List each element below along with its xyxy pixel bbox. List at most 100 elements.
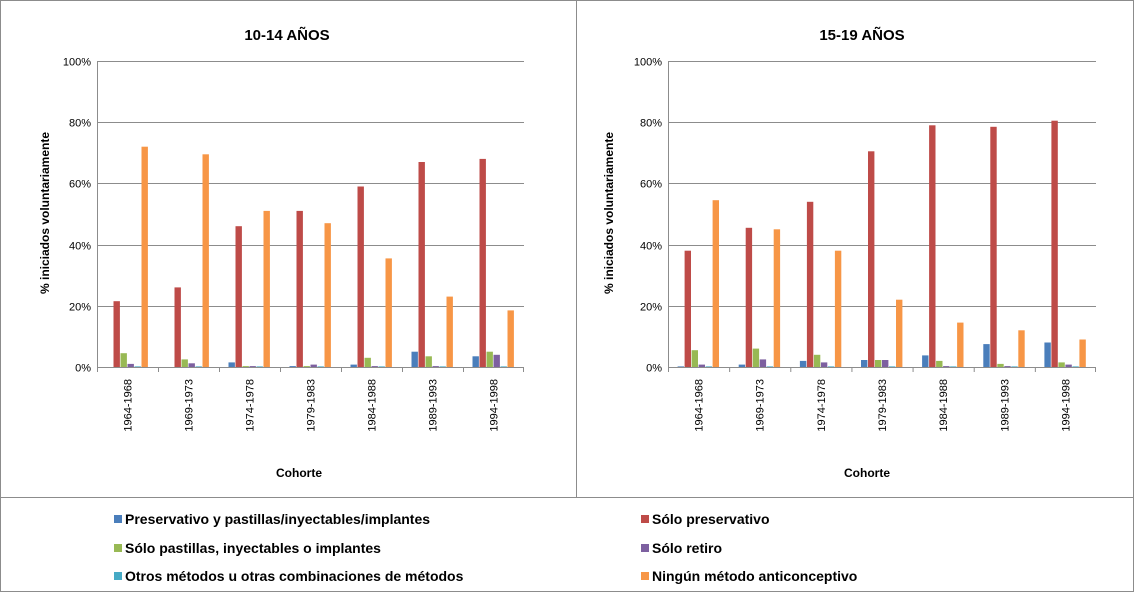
bar-s-lo-preservativo-1979-1983 [296, 210, 303, 367]
legend-swatch [641, 515, 649, 523]
bar-s-lo-pastillas-inyectables-o-implantes-1984-1988 [936, 360, 943, 367]
x-tick-label: 1979-1983 [877, 379, 889, 432]
bar-otros-m-todos-u-otras-combinaciones-de-m-todos-1994-1998 [500, 366, 507, 367]
legend-label: Otros métodos u otras combinaciones de m… [125, 568, 464, 584]
y-tick-label: 0% [75, 363, 91, 375]
bar-s-lo-pastillas-inyectables-o-implantes-1979-1983 [303, 366, 310, 367]
x-tick-label: 1984-1988 [938, 379, 950, 432]
bar-s-lo-retiro-1964-1968 [127, 363, 134, 367]
bar-otros-m-todos-u-otras-combinaciones-de-m-todos-1979-1983 [889, 366, 896, 367]
y-tick-label: 60% [69, 179, 91, 191]
x-tick-label: 1974-1978 [245, 379, 257, 432]
bar-s-lo-retiro-1994-1998 [1065, 364, 1072, 367]
bar-preservativo-y-pastillas-inyectables-implantes-1974-1978 [228, 362, 235, 367]
bar-ning-n-m-todo-anticonceptivo-1974-1978 [834, 250, 842, 367]
x-tick-label: 1994-1998 [489, 379, 501, 432]
bar-ning-n-m-todo-anticonceptivo-1989-1993 [446, 296, 453, 367]
bar-otros-m-todos-u-otras-combinaciones-de-m-todos-1994-1998 [1072, 366, 1079, 367]
x-tick-label: 1994-1998 [1060, 379, 1072, 432]
bar-ning-n-m-todo-anticonceptivo-1979-1983 [324, 223, 331, 367]
bar-preservativo-y-pastillas-inyectables-implantes-1969-1973 [738, 364, 746, 367]
x-tick-label: 1989-1993 [428, 379, 440, 432]
x-tick-label: 1974-1978 [816, 379, 828, 432]
bar-otros-m-todos-u-otras-combinaciones-de-m-todos-1964-1968 [134, 366, 141, 367]
bar-s-lo-retiro-1969-1973 [759, 359, 767, 367]
x-tick-label: 1989-1993 [999, 379, 1011, 432]
x-tick-label: 1979-1983 [306, 379, 318, 432]
bar-s-lo-preservativo-1964-1968 [684, 250, 691, 367]
bar-s-lo-retiro-1984-1988 [943, 366, 950, 367]
bar-s-lo-pastillas-inyectables-o-implantes-1994-1998 [1058, 362, 1065, 367]
bar-ning-n-m-todo-anticonceptivo-1984-1988 [957, 322, 964, 367]
bar-preservativo-y-pastillas-inyectables-implantes-1989-1993 [411, 351, 418, 367]
bar-preservativo-y-pastillas-inyectables-implantes-1979-1983 [289, 366, 296, 367]
legend-label: Sólo pastillas, inyectables o implantes [125, 540, 381, 556]
panel-title: 15-19 AÑOS [819, 26, 904, 44]
bar-otros-m-todos-u-otras-combinaciones-de-m-todos-1974-1978 [827, 366, 835, 367]
bar-s-lo-retiro-1969-1973 [188, 363, 195, 367]
bar-ning-n-m-todo-anticonceptivo-1964-1968 [141, 146, 148, 367]
y-tick-label: 80% [640, 118, 662, 130]
bar-otros-m-todos-u-otras-combinaciones-de-m-todos-1989-1993 [1011, 366, 1018, 367]
chart-panel-10-14: 10-14 AÑOS % iniciados voluntariamente C… [38, 26, 524, 480]
chart-panel-15-19: 15-19 AÑOS % iniciados voluntariamente C… [602, 26, 1096, 480]
y-tick-label: 100% [63, 57, 91, 69]
x-axis-label: Cohorte [844, 466, 890, 480]
bar-preservativo-y-pastillas-inyectables-implantes-1979-1983 [861, 360, 868, 367]
bar-preservativo-y-pastillas-inyectables-implantes-1984-1988 [350, 364, 357, 367]
y-tick-label: 20% [69, 302, 91, 314]
bar-s-lo-pastillas-inyectables-o-implantes-1989-1993 [997, 363, 1004, 367]
bar-otros-m-todos-u-otras-combinaciones-de-m-todos-1984-1988 [378, 366, 385, 367]
bar-s-lo-pastillas-inyectables-o-implantes-1974-1978 [242, 366, 249, 367]
x-tick-label: 1969-1973 [755, 379, 767, 432]
bar-s-lo-pastillas-inyectables-o-implantes-1969-1973 [752, 348, 760, 367]
y-tick-label: 20% [640, 302, 662, 314]
bar-ning-n-m-todo-anticonceptivo-1984-1988 [385, 258, 392, 367]
panel-title: 10-14 AÑOS [244, 26, 329, 44]
x-tick-label: 1964-1968 [123, 379, 135, 432]
bar-ning-n-m-todo-anticonceptivo-1994-1998 [507, 310, 514, 367]
bar-s-lo-retiro-1979-1983 [310, 364, 317, 367]
bar-s-lo-retiro-1994-1998 [493, 354, 500, 367]
bar-s-lo-pastillas-inyectables-o-implantes-1984-1988 [364, 357, 371, 367]
y-tick-label: 40% [640, 241, 662, 253]
bar-s-lo-pastillas-inyectables-o-implantes-1989-1993 [425, 356, 432, 367]
bar-s-lo-retiro-1989-1993 [1004, 366, 1011, 367]
y-tick-label: 40% [69, 241, 91, 253]
bar-ning-n-m-todo-anticonceptivo-1979-1983 [896, 299, 903, 367]
bar-ning-n-m-todo-anticonceptivo-1994-1998 [1079, 339, 1086, 367]
bar-s-lo-retiro-1974-1978 [820, 362, 828, 367]
bar-s-lo-preservativo-1989-1993 [418, 162, 425, 367]
bar-ning-n-m-todo-anticonceptivo-1974-1978 [263, 210, 270, 367]
y-tick-label: 0% [646, 363, 662, 375]
bar-ning-n-m-todo-anticonceptivo-1989-1993 [1018, 330, 1025, 367]
bar-s-lo-pastillas-inyectables-o-implantes-1969-1973 [181, 359, 188, 367]
bar-preservativo-y-pastillas-inyectables-implantes-1994-1998 [472, 356, 479, 367]
bar-s-lo-pastillas-inyectables-o-implantes-1964-1968 [691, 350, 698, 367]
legend-label: Preservativo y pastillas/inyectables/imp… [125, 511, 430, 527]
bar-s-lo-preservativo-1984-1988 [357, 186, 364, 367]
x-axis-label: Cohorte [276, 466, 322, 480]
y-axis-label: % iniciados voluntariamente [38, 132, 52, 294]
bar-s-lo-pastillas-inyectables-o-implantes-1974-1978 [813, 354, 821, 367]
bar-s-lo-preservativo-1984-1988 [929, 125, 936, 367]
y-axis-label: % iniciados voluntariamente [602, 132, 616, 294]
y-tick-label: 60% [640, 179, 662, 191]
bar-s-lo-pastillas-inyectables-o-implantes-1964-1968 [120, 353, 127, 367]
bar-preservativo-y-pastillas-inyectables-implantes-1974-1978 [799, 360, 807, 367]
x-tick-label: 1964-1968 [694, 379, 706, 432]
legend-label: Sólo preservativo [652, 511, 770, 527]
legend-swatch [114, 544, 122, 552]
bar-otros-m-todos-u-otras-combinaciones-de-m-todos-1974-1978 [256, 366, 263, 367]
bar-preservativo-y-pastillas-inyectables-implantes-1964-1968 [677, 366, 684, 367]
bar-s-lo-retiro-1974-1978 [249, 366, 256, 367]
legend-swatch [641, 572, 649, 580]
bar-otros-m-todos-u-otras-combinaciones-de-m-todos-1969-1973 [195, 366, 202, 367]
bar-s-lo-pastillas-inyectables-o-implantes-1979-1983 [875, 360, 882, 367]
x-tick-label: 1984-1988 [367, 379, 379, 432]
bar-ning-n-m-todo-anticonceptivo-1969-1973 [202, 154, 209, 367]
bar-s-lo-retiro-1964-1968 [698, 364, 705, 367]
legend-swatch [114, 572, 122, 580]
